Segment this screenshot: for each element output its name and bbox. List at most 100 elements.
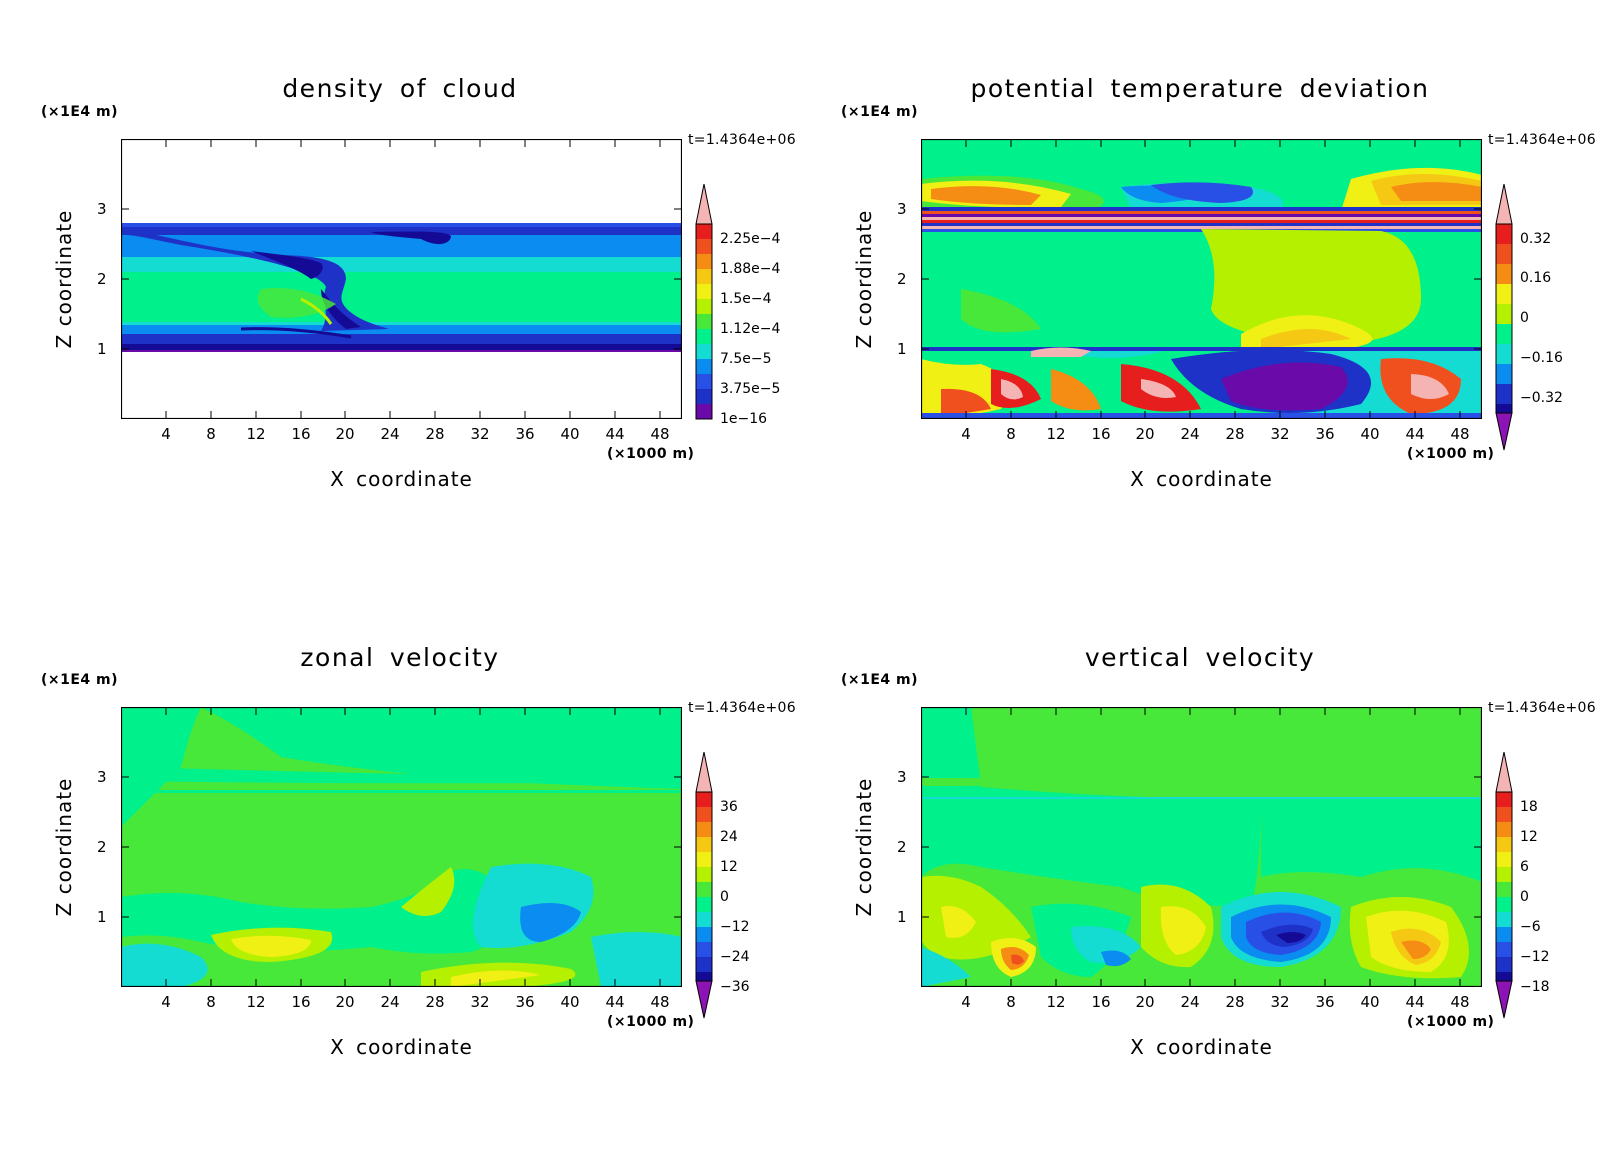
x-tick-label: 20 [335, 425, 355, 443]
x-axis-label: X coordinate [1130, 1035, 1273, 1059]
y-tick-label: 1 [897, 908, 907, 926]
x-tick-label: 36 [1315, 425, 1335, 443]
y-tick-label: 3 [897, 200, 907, 218]
y-axis-label: Z coordinate [852, 777, 876, 917]
plot-frame [921, 139, 1482, 419]
colorbar-label: 0 [1520, 889, 1529, 905]
x-tick-label: 24 [380, 993, 400, 1011]
x-tick-label: 32 [1270, 425, 1290, 443]
y-tick-label: 2 [897, 838, 907, 856]
x-tick-label: 24 [1180, 993, 1200, 1011]
x-tick-label: 32 [470, 993, 490, 1011]
contour-fill [121, 139, 682, 419]
x-tick-label: 36 [515, 425, 535, 443]
contour-plot-area [921, 139, 1482, 419]
colorbar-label: 24 [720, 829, 738, 845]
colorbar [694, 751, 714, 1024]
tick-marks [121, 139, 682, 419]
x-tick-label: 40 [560, 425, 580, 443]
panel-vertical-velocity: vertical velocity (×1E4 m) t=1.4364e+06 [800, 579, 1600, 1158]
x-tick-label: 44 [1405, 425, 1425, 443]
colorbar-label: 12 [1520, 829, 1538, 845]
x-axis-label: X coordinate [330, 467, 473, 491]
x-tick-label: 8 [206, 993, 216, 1011]
colorbar-label: 6 [1520, 859, 1529, 875]
x-tick-label: 8 [1006, 425, 1016, 443]
colorbar [694, 183, 714, 424]
colorbar-label: 0.32 [1520, 231, 1552, 247]
colorbar-label: −24 [720, 949, 750, 965]
y-tick-label: 1 [97, 340, 107, 358]
y-unit-label: (×1E4 m) [41, 104, 119, 120]
colorbar-label: −12 [720, 919, 750, 935]
panel-title: potential temperature deviation [970, 74, 1430, 103]
contour-plot-area [121, 139, 682, 419]
x-unit-label: (×1000 m) [607, 1014, 695, 1030]
x-tick-label: 32 [1270, 993, 1290, 1011]
y-tick-label: 2 [97, 838, 107, 856]
contour-plot-area [921, 707, 1482, 987]
x-tick-label: 12 [1046, 425, 1066, 443]
contour-fill [921, 139, 1482, 419]
x-tick-label: 44 [605, 425, 625, 443]
tick-marks [921, 139, 1482, 419]
x-tick-label: 16 [1091, 993, 1111, 1011]
colorbar-label: 7.5e−5 [720, 351, 772, 367]
time-label: t=1.4364e+06 [1488, 700, 1596, 716]
x-tick-label: 4 [161, 425, 171, 443]
colorbar-label: −12 [1520, 949, 1550, 965]
colorbar-label: 1.5e−4 [720, 291, 772, 307]
colorbar-label: −0.32 [1520, 390, 1563, 406]
plot-frame [921, 707, 1482, 987]
tick-marks [121, 707, 682, 987]
colorbar-label: 36 [720, 799, 738, 815]
colorbar-label: 0 [720, 889, 729, 905]
y-tick-label: 3 [97, 200, 107, 218]
x-tick-label: 48 [650, 993, 670, 1011]
time-label: t=1.4364e+06 [688, 700, 796, 716]
contour-plot-area [121, 707, 682, 987]
x-tick-label: 48 [650, 425, 670, 443]
panel-title: vertical velocity [1084, 643, 1316, 672]
colorbar-label: 18 [1520, 799, 1538, 815]
x-tick-label: 24 [380, 425, 400, 443]
x-tick-label: 48 [1450, 993, 1470, 1011]
x-tick-label: 32 [470, 425, 490, 443]
x-tick-label: 16 [291, 425, 311, 443]
x-axis-label: X coordinate [1130, 467, 1273, 491]
x-unit-label: (×1000 m) [607, 446, 695, 462]
colorbar [1494, 751, 1514, 1024]
colorbar-label: −18 [1520, 979, 1550, 995]
x-tick-label: 28 [425, 425, 445, 443]
x-unit-label: (×1000 m) [1407, 1014, 1495, 1030]
x-tick-label: 4 [161, 993, 171, 1011]
x-tick-label: 8 [206, 425, 216, 443]
x-axis-label: X coordinate [330, 1035, 473, 1059]
panel-potential-temperature-deviation: potential temperature deviation (×1E4 m)… [800, 0, 1600, 579]
y-tick-label: 2 [97, 270, 107, 288]
colorbar-label: 1.12e−4 [720, 321, 781, 337]
x-tick-label: 44 [605, 993, 625, 1011]
x-tick-label: 40 [1360, 993, 1380, 1011]
x-unit-label: (×1000 m) [1407, 446, 1495, 462]
colorbar-label: −6 [1520, 919, 1541, 935]
colorbar-label: 1.88e−4 [720, 261, 781, 277]
colorbar-label: 0 [1520, 310, 1529, 326]
y-unit-label: (×1E4 m) [841, 672, 919, 688]
x-tick-label: 28 [1225, 993, 1245, 1011]
y-axis-label: Z coordinate [52, 777, 76, 917]
colorbar-label: 2.25e−4 [720, 231, 781, 247]
x-tick-label: 12 [246, 993, 266, 1011]
x-tick-label: 4 [961, 993, 971, 1011]
colorbar-label: 1e−16 [720, 411, 768, 427]
colorbar [1494, 183, 1514, 456]
x-tick-label: 28 [1225, 425, 1245, 443]
contour-fill [921, 707, 1482, 987]
x-tick-label: 20 [1135, 993, 1155, 1011]
y-tick-label: 1 [897, 340, 907, 358]
x-tick-label: 12 [246, 425, 266, 443]
x-tick-label: 20 [1135, 425, 1155, 443]
y-tick-label: 3 [897, 768, 907, 786]
x-tick-label: 40 [1360, 425, 1380, 443]
x-tick-label: 36 [1315, 993, 1335, 1011]
